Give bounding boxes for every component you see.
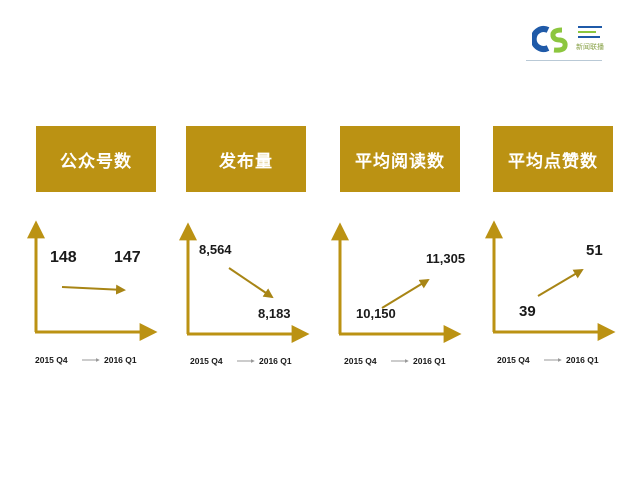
trend-arrow bbox=[61, 284, 126, 295]
panel-title-4: 平均点赞数 bbox=[493, 126, 613, 192]
panel-title-text: 公众号数 bbox=[60, 151, 132, 172]
logo-divider bbox=[526, 60, 602, 61]
value-label: 11,305 bbox=[426, 251, 465, 266]
panel-title-1: 公众号数 bbox=[36, 126, 156, 192]
logo: 新闻联播 bbox=[532, 24, 604, 54]
x-tick-label: 2015 Q4 bbox=[344, 356, 377, 366]
value-label: 147 bbox=[114, 249, 141, 266]
value-label: 8,564 bbox=[199, 242, 232, 257]
logo-stripe bbox=[578, 26, 602, 28]
panel-title-text: 平均点赞数 bbox=[508, 151, 598, 172]
logo-mark-icon bbox=[532, 26, 568, 53]
x-tick-label: 2016 Q1 bbox=[413, 356, 446, 366]
value-label: 8,183 bbox=[258, 306, 291, 321]
value-label: 148 bbox=[50, 249, 77, 266]
x-tick-label: 2016 Q1 bbox=[104, 355, 137, 365]
x-tick-label: 2015 Q4 bbox=[35, 355, 68, 365]
panel-title-text: 平均阅读数 bbox=[355, 151, 445, 172]
x-tick-label: 2015 Q4 bbox=[497, 355, 530, 365]
panel-title-text: 发布量 bbox=[219, 151, 273, 172]
trend-arrow bbox=[381, 278, 430, 309]
logo-stripe bbox=[578, 31, 596, 33]
x-tick-label: 2015 Q4 bbox=[190, 356, 223, 366]
trend-arrow bbox=[537, 268, 584, 297]
value-label: 10,150 bbox=[356, 306, 396, 321]
logo-stripe bbox=[578, 36, 600, 38]
value-label: 51 bbox=[586, 242, 603, 259]
x-tick-label: 2016 Q1 bbox=[259, 356, 292, 366]
panel-title-3: 平均阅读数 bbox=[340, 126, 460, 192]
trend-arrow bbox=[228, 267, 274, 299]
panel-title-2: 发布量 bbox=[186, 126, 306, 192]
x-tick-label: 2016 Q1 bbox=[566, 355, 599, 365]
logo-brand-text: 新闻联播 bbox=[576, 43, 604, 51]
value-label: 39 bbox=[519, 303, 536, 320]
